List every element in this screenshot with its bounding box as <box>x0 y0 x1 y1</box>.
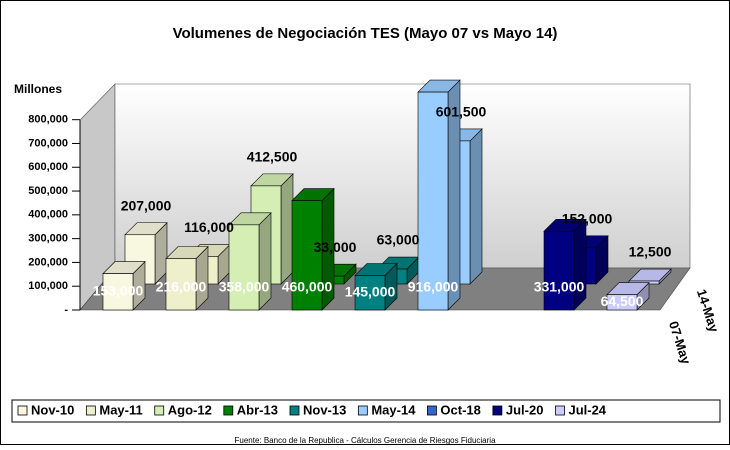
legend-label: Jul-20 <box>506 402 544 417</box>
legend-label: Oct-18 <box>440 402 480 417</box>
legend-swatch <box>154 405 165 416</box>
data-label: 64,500 <box>601 293 644 309</box>
legend-swatch <box>357 405 368 416</box>
y-tick-label: 400,000 <box>28 209 68 221</box>
data-label: 152,000 <box>562 211 613 227</box>
data-label: 358,000 <box>219 279 270 295</box>
bar-side <box>258 212 272 311</box>
y-tick-label: - <box>64 304 68 316</box>
data-label: 153,000 <box>93 283 144 299</box>
chart-title: Volumenes de Negociación TES (Mayo 07 vs… <box>173 25 558 42</box>
legend-swatch <box>492 405 503 416</box>
data-label: 12,500 <box>629 244 672 260</box>
data-label: 216,000 <box>156 279 207 295</box>
bar <box>291 200 323 311</box>
legend-swatch <box>223 405 234 416</box>
source: Fuente: Banco de la Republica - Cálculos… <box>234 436 496 445</box>
legend-swatch <box>289 405 300 416</box>
legend-label: Ago-12 <box>168 402 212 417</box>
bar-side <box>469 128 483 285</box>
legend-label: May-11 <box>99 402 142 417</box>
data-label: 63,000 <box>377 232 420 248</box>
y-tick-label: 500,000 <box>28 185 68 197</box>
legend-label: May-14 <box>371 402 416 417</box>
data-label: 601,500 <box>436 104 487 120</box>
legend-label: Jul-24 <box>568 402 606 417</box>
bar-side <box>280 173 294 285</box>
data-label: 116,000 <box>184 219 234 235</box>
y-tick-label: 300,000 <box>28 233 68 245</box>
data-label: 145,000 <box>345 283 396 299</box>
data-label: 412,500 <box>247 149 298 165</box>
y-tick-label: 200,000 <box>28 256 68 268</box>
bar <box>102 273 134 311</box>
data-label: 916,000 <box>408 279 459 295</box>
legend-swatch <box>17 405 28 416</box>
data-label: 207,000 <box>121 197 172 213</box>
bar <box>354 275 386 311</box>
y-tick-label: 100,000 <box>28 280 68 292</box>
data-label: 331,000 <box>534 279 585 295</box>
bar <box>165 258 197 311</box>
legend-swatch <box>427 405 437 416</box>
legend-label: Abr-13 <box>237 402 278 417</box>
legend-label: Nov-13 <box>303 402 346 417</box>
y-tick-label: 700,000 <box>28 137 68 149</box>
legend-swatch <box>85 405 96 416</box>
y-axis-label: Millones <box>14 82 62 96</box>
bar <box>543 230 575 311</box>
legend-swatch <box>555 405 565 416</box>
data-label: 33,000 <box>314 239 357 255</box>
bar <box>417 91 449 311</box>
y-tick-label: 600,000 <box>28 161 68 173</box>
data-label: 460,000 <box>282 279 333 295</box>
bar <box>228 224 260 311</box>
bar-side <box>573 218 587 311</box>
y-tick-label: 800,000 <box>28 114 68 126</box>
legend-label: Nov-10 <box>31 402 74 417</box>
bar <box>606 294 638 311</box>
